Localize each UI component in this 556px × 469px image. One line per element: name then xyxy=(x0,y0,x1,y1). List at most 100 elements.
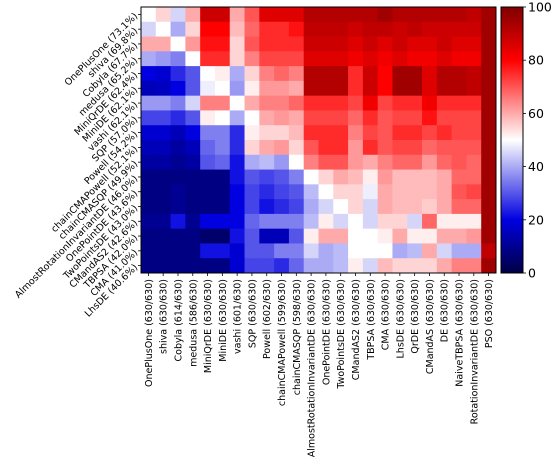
heatmap-cell xyxy=(259,110,275,126)
colorbar-tick-labels: 0 20 40 60 80 100 xyxy=(523,0,552,281)
heatmap-cell xyxy=(274,140,290,156)
heatmap-cell xyxy=(244,7,260,23)
heatmap-cell xyxy=(200,184,216,200)
heatmap-cell xyxy=(288,184,305,200)
heatmap-cell xyxy=(244,154,260,170)
heatmap-cell xyxy=(362,228,379,244)
heatmap-cell xyxy=(333,184,349,200)
heatmap-cell xyxy=(303,199,319,215)
heatmap-cell xyxy=(155,169,171,185)
heatmap-cell xyxy=(348,258,364,274)
heatmap-cell xyxy=(229,228,245,244)
heatmap-cell xyxy=(362,66,379,82)
heatmap-cell xyxy=(288,125,305,141)
heatmap-cell xyxy=(141,258,157,274)
heatmap-cell xyxy=(392,154,408,170)
heatmap-cell xyxy=(481,213,497,230)
col-tick-label: chainCMASQP (598/630) xyxy=(292,279,303,395)
heatmap-cell xyxy=(200,80,216,97)
heatmap-cell xyxy=(362,258,379,274)
col-tick-label: SQP (630/630) xyxy=(247,279,258,348)
heatmap-cell xyxy=(436,125,453,141)
heatmap-cell xyxy=(348,228,364,244)
heatmap-cell xyxy=(362,80,379,97)
heatmap-cell xyxy=(333,125,349,141)
heatmap-cell xyxy=(377,7,393,23)
heatmap-cell xyxy=(333,140,349,156)
heatmap-cell xyxy=(451,21,467,37)
heatmap-cell xyxy=(200,51,216,67)
heatmap-cell xyxy=(333,199,349,215)
heatmap-cell xyxy=(288,21,305,37)
heatmap-cell xyxy=(170,51,186,67)
col-tick-label: Cobyla (614/630) xyxy=(173,279,184,361)
heatmap-cell xyxy=(466,7,482,23)
heatmap-cell xyxy=(466,243,482,259)
heatmap-cell xyxy=(185,213,201,230)
heatmap-cell xyxy=(303,110,319,126)
heatmap-cell xyxy=(170,213,186,230)
heatmap-cell xyxy=(244,184,260,200)
heatmap-cell xyxy=(436,140,453,156)
heatmap-cell xyxy=(185,95,201,111)
heatmap-cell xyxy=(229,199,245,215)
heatmap-cell xyxy=(155,258,171,274)
heatmap-cell xyxy=(141,7,157,23)
colorbar-tick-label: 0 xyxy=(528,266,536,281)
heatmap-cell xyxy=(185,125,201,141)
heatmap-cell xyxy=(481,199,497,215)
heatmap-cell xyxy=(377,169,393,185)
heatmap-cell xyxy=(348,199,364,215)
heatmap-cell xyxy=(214,36,231,52)
heatmap-cell xyxy=(392,243,408,259)
heatmap-cell xyxy=(229,184,245,200)
heatmap-cell xyxy=(318,154,334,170)
heatmap-cell xyxy=(362,36,379,52)
heatmap-cell xyxy=(288,36,305,52)
heatmap-cell xyxy=(392,258,408,274)
heatmap-cell xyxy=(451,228,467,244)
heatmap-cell xyxy=(392,199,408,215)
heatmap-cell xyxy=(288,140,305,156)
heatmap-cell xyxy=(229,154,245,170)
heatmap-cell xyxy=(422,140,438,156)
col-tick-label: Powell (602/630) xyxy=(262,279,273,359)
heatmap-cell xyxy=(348,66,364,82)
heatmap-cell xyxy=(244,140,260,156)
heatmap-cell xyxy=(392,110,408,126)
heatmap-cell xyxy=(288,169,305,185)
heatmap-cell xyxy=(214,125,231,141)
heatmap-cell xyxy=(200,140,216,156)
heatmap-cell xyxy=(466,258,482,274)
heatmap-cell xyxy=(229,110,245,126)
heatmap-cell xyxy=(407,228,423,244)
heatmap-cell xyxy=(155,66,171,82)
heatmap-cell xyxy=(259,169,275,185)
heatmap-cell xyxy=(422,125,438,141)
heatmap-cell xyxy=(377,110,393,126)
heatmap-cell xyxy=(451,243,467,259)
heatmap-cell xyxy=(318,7,334,23)
heatmap-cell xyxy=(303,80,319,97)
heatmap-cell xyxy=(155,125,171,141)
heatmap-cell xyxy=(303,21,319,37)
heatmap-cell xyxy=(392,80,408,97)
heatmap-cell xyxy=(141,95,157,111)
heatmap-cell xyxy=(377,51,393,67)
heatmap-cell xyxy=(436,51,453,67)
heatmap-cell xyxy=(451,184,467,200)
heatmap-cell xyxy=(259,199,275,215)
heatmap-cell xyxy=(377,36,393,52)
heatmap-cell xyxy=(451,7,467,23)
heatmap-cell xyxy=(141,125,157,141)
heatmap-cell xyxy=(274,66,290,82)
heatmap-cell xyxy=(377,213,393,230)
heatmap-cell xyxy=(348,51,364,67)
heatmap-cell xyxy=(422,21,438,37)
heatmap-cell xyxy=(141,169,157,185)
row-tick-labels: OnePlusOne (73.1%)shiva (69.8%)Cobyla (6… xyxy=(13,11,141,319)
heatmap-cell xyxy=(155,140,171,156)
heatmap-cell xyxy=(436,213,453,230)
heatmap-cell xyxy=(229,140,245,156)
heatmap-cell xyxy=(392,213,408,230)
